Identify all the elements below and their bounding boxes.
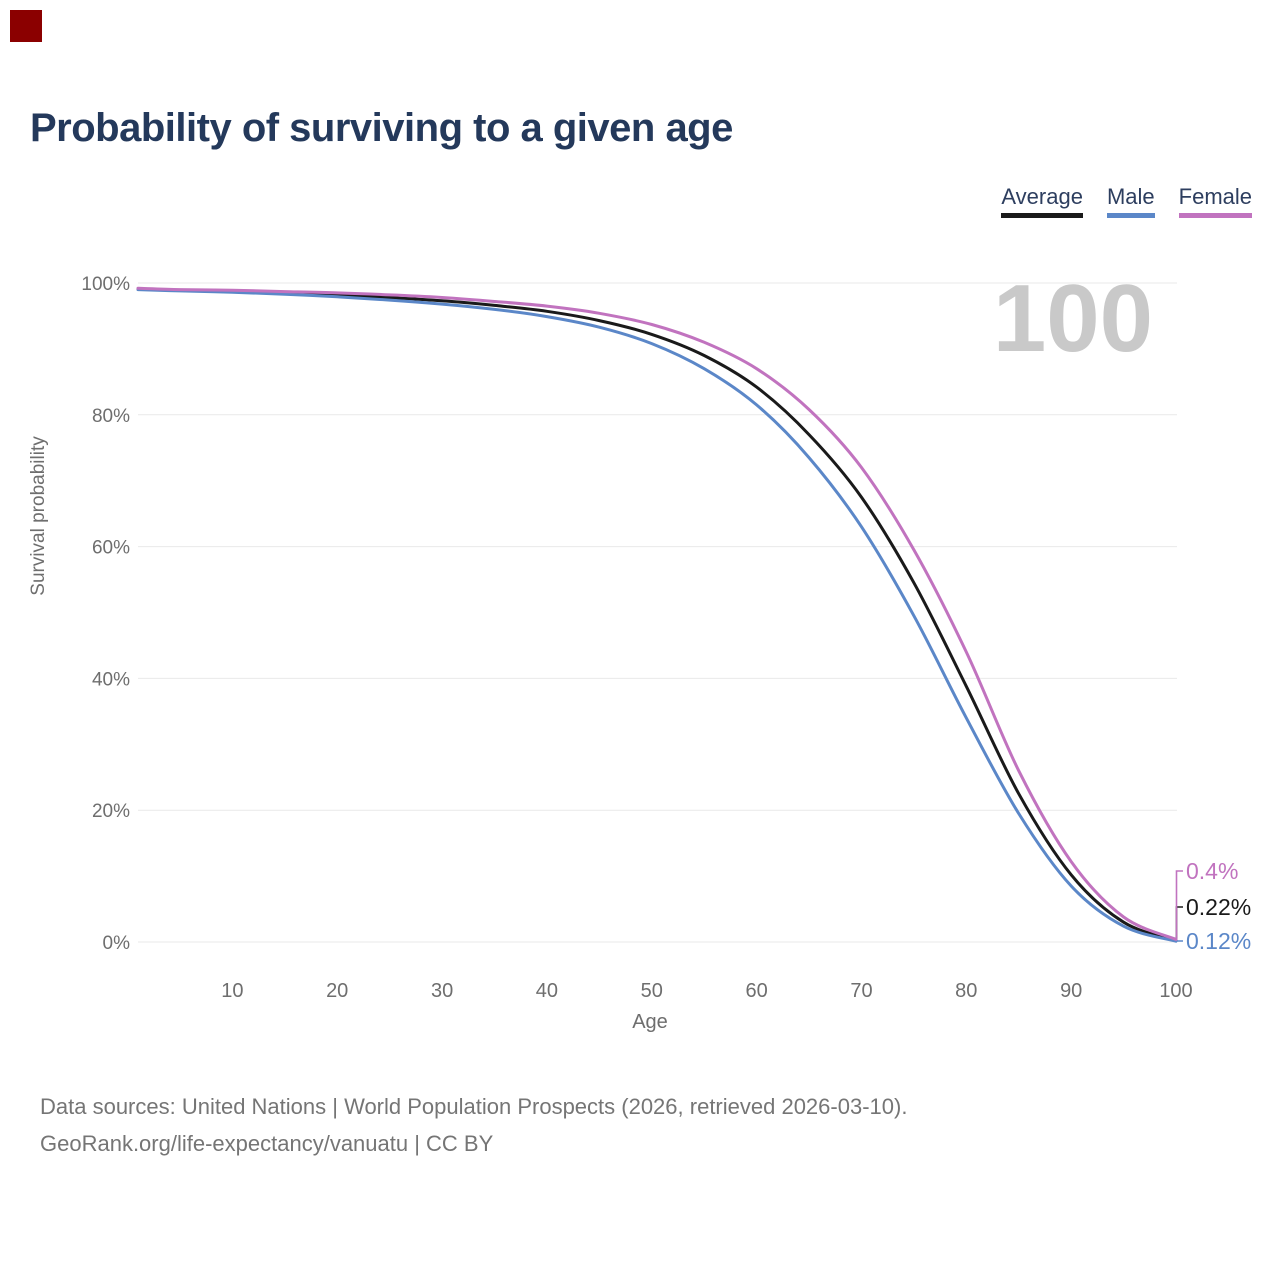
y-tick-label-60: 60%	[92, 538, 130, 559]
x-tick-label-30: 30	[431, 980, 453, 1002]
y-tick-label-0: 0%	[103, 933, 131, 954]
y-tick-label-80: 80%	[92, 406, 130, 427]
x-tick-label-10: 10	[221, 980, 243, 1002]
legend-item-male[interactable]: Male	[1106, 184, 1155, 218]
x-tick-label-40: 40	[536, 980, 558, 1002]
survival-probability-chart[interactable]: 0% 20% 40% 60% 80% 100% 10 20 30 40 50 60 70 80 90 100 A…	[0, 0, 1280, 1060]
y-tick-label-100: 100%	[81, 274, 130, 295]
page-title: Probability of surviving to a given age	[30, 106, 733, 150]
hover-age-watermark: 100	[993, 265, 1153, 372]
x-tick-label-90: 90	[1060, 980, 1082, 1002]
y-tick-label-20: 20%	[92, 801, 130, 822]
chart-legend: Average Male Female	[1001, 184, 1252, 218]
legend-item-average[interactable]: Average	[1001, 184, 1083, 218]
end-value-label-average: 0.22%	[1186, 894, 1251, 920]
y-tick-label-40: 40%	[92, 669, 130, 690]
data-source-note: Data sources: United Nations | World Pop…	[40, 1088, 907, 1162]
x-tick-label-60: 60	[745, 980, 767, 1002]
series-line-female[interactable]	[136, 286, 1178, 941]
x-tick-label-80: 80	[955, 980, 977, 1002]
end-value-label-male: 0.12%	[1186, 928, 1251, 954]
x-tick-label-20: 20	[326, 980, 348, 1002]
callout-line-average	[1175, 906, 1183, 941]
red-marker	[10, 10, 42, 42]
legend-item-female[interactable]: Female	[1178, 184, 1252, 218]
end-value-label-female: 0.4%	[1186, 858, 1238, 884]
series-line-average[interactable]	[136, 287, 1178, 943]
x-tick-label-100: 100	[1159, 980, 1192, 1002]
series-line-male[interactable]	[136, 288, 1178, 943]
y-axis-title: Survival probability	[28, 436, 49, 596]
footer-line-2: GeoRank.org/life-expectancy/vanuatu | CC…	[40, 1131, 494, 1156]
callout-line-female	[1175, 870, 1183, 940]
x-tick-label-50: 50	[641, 980, 663, 1002]
footer-line-1: Data sources: United Nations | World Pop…	[40, 1094, 908, 1119]
x-tick-label-70: 70	[850, 980, 872, 1002]
x-axis-title: Age	[632, 1011, 668, 1033]
